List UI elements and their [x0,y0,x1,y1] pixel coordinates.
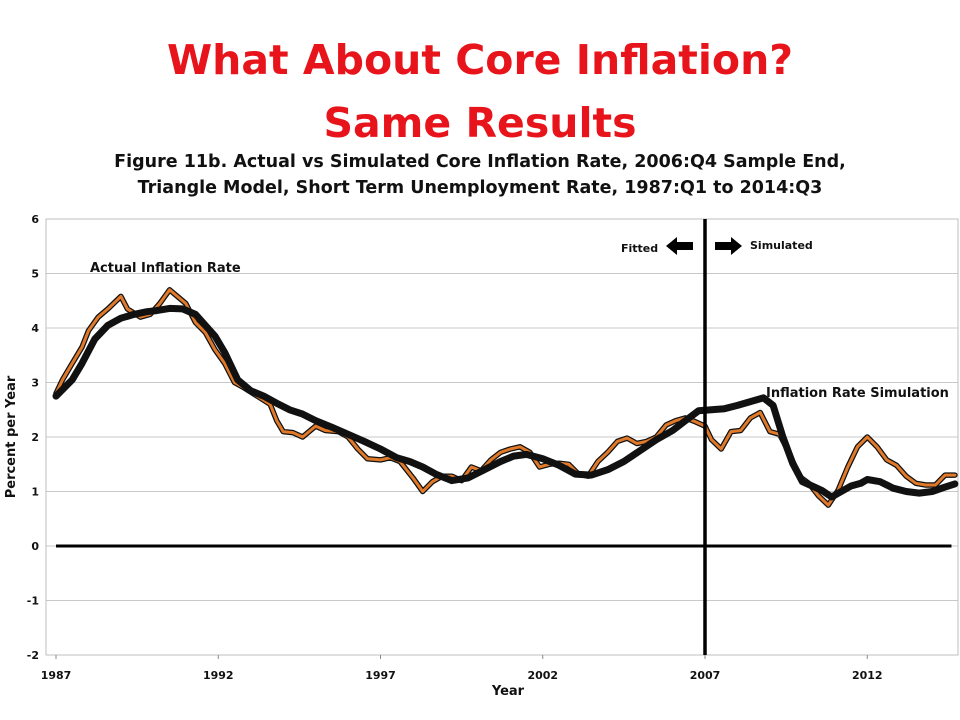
y-axis-label: Percent per Year [4,375,19,498]
actual-inflation-annotation: Actual Inflation Rate [90,261,241,276]
right-arrow-icon [715,237,742,255]
y-tick-label: 3 [31,377,39,390]
y-tick-label: 0 [31,540,39,553]
chart-title-line-1: Figure 11b. Actual vs Simulated Core Inf… [114,152,846,172]
x-tick-label: 1992 [203,669,234,682]
slide-title: What About Core Inflation? [166,36,794,84]
y-tick-label: 6 [31,213,39,226]
x-tick-label: 2002 [527,669,558,682]
y-tick-label: 2 [31,431,39,444]
simulated-inflation-line [52,304,959,501]
gridlines [46,218,958,656]
plot-area-border [45,218,959,656]
y-tick-label: 1 [31,486,39,499]
simulated-annotation: Simulated [750,239,813,252]
slide-subtitle: Same Results [323,99,637,147]
y-tick-label: -2 [27,649,39,662]
y-tick-label: 4 [31,322,39,335]
y-axis-ticks: 6 5 4 3 2 1 0 -1 -2 [27,213,40,662]
x-tick-label: 2007 [690,669,721,682]
simulation-annotation: Inflation Rate Simulation [766,386,949,401]
x-tick-label: 2012 [852,669,883,682]
x-axis-label: Year [491,684,525,699]
x-tick-label: 1987 [41,669,72,682]
x-tick-label: 1997 [365,669,396,682]
y-tick-label: 5 [31,268,39,281]
chart-title-line-2: Triangle Model, Short Term Unemployment … [137,178,823,198]
fitted-annotation: Fitted [621,242,658,255]
series-layer [52,287,959,508]
y-tick-label: -1 [27,595,39,608]
x-axis-ticks: 1987 1992 1997 2002 2007 2012 [41,655,883,682]
left-arrow-icon [666,237,693,255]
